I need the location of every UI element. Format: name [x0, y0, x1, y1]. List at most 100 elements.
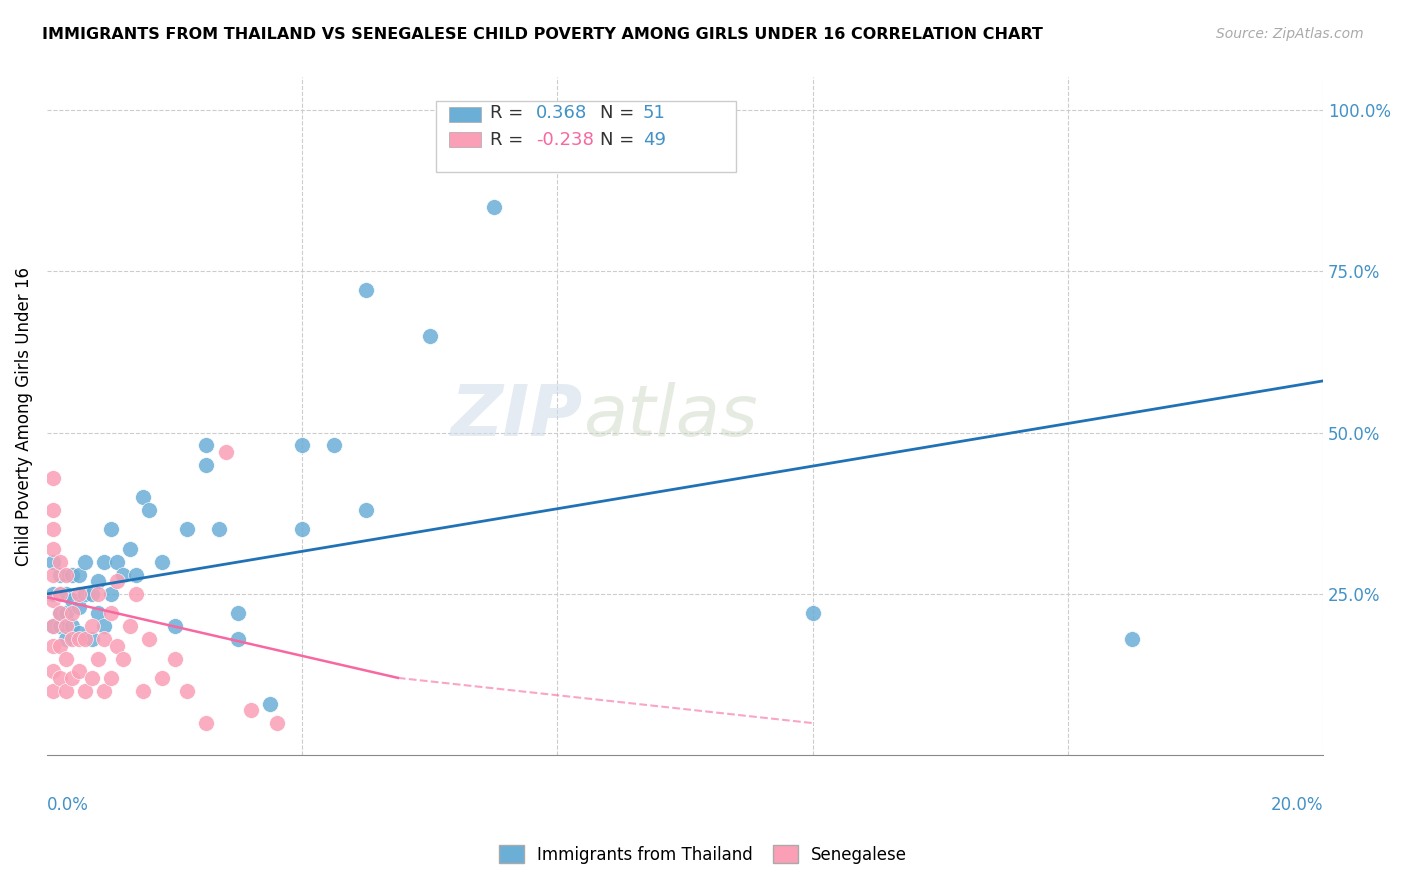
Point: [118, 541, 141, 556]
Point: [67, 625, 90, 640]
Text: R =: R =: [489, 131, 529, 149]
Point: [578, 103, 600, 117]
Point: [87, 574, 110, 588]
Point: [323, 438, 346, 452]
Point: [87, 607, 110, 621]
Point: [75, 683, 97, 698]
Point: [100, 607, 122, 621]
Point: [131, 490, 153, 504]
Point: [112, 567, 135, 582]
Point: [100, 522, 122, 536]
Text: 0.0%: 0.0%: [46, 796, 89, 814]
Point: [150, 671, 173, 685]
Text: N =: N =: [599, 104, 640, 122]
Point: [48, 671, 70, 685]
Point: [195, 716, 218, 731]
Point: [42, 567, 65, 582]
Point: [67, 587, 90, 601]
Point: [93, 632, 115, 647]
Point: [55, 567, 77, 582]
Point: [801, 607, 824, 621]
Point: [228, 632, 250, 647]
Text: R =: R =: [489, 104, 529, 122]
Point: [42, 522, 65, 536]
Point: [291, 438, 314, 452]
Text: 51: 51: [643, 104, 666, 122]
Point: [42, 471, 65, 485]
Point: [48, 607, 70, 621]
Point: [176, 522, 198, 536]
Legend: Immigrants from Thailand, Senegalese: Immigrants from Thailand, Senegalese: [492, 838, 914, 871]
Point: [48, 567, 70, 582]
Point: [42, 665, 65, 679]
Point: [42, 541, 65, 556]
Text: Source: ZipAtlas.com: Source: ZipAtlas.com: [1216, 27, 1364, 41]
Point: [131, 683, 153, 698]
Point: [105, 639, 128, 653]
Point: [118, 619, 141, 633]
Point: [80, 619, 103, 633]
Text: 20.0%: 20.0%: [1271, 796, 1323, 814]
Point: [163, 619, 186, 633]
Point: [214, 445, 236, 459]
Point: [80, 671, 103, 685]
Point: [48, 555, 70, 569]
Point: [42, 619, 65, 633]
Text: 0.368: 0.368: [536, 104, 586, 122]
Text: -0.238: -0.238: [536, 131, 593, 149]
Point: [93, 555, 115, 569]
Point: [208, 522, 231, 536]
Point: [42, 683, 65, 698]
Point: [195, 438, 218, 452]
Point: [80, 632, 103, 647]
FancyBboxPatch shape: [449, 132, 481, 147]
Point: [125, 567, 148, 582]
Point: [48, 639, 70, 653]
Point: [42, 587, 65, 601]
Point: [67, 567, 90, 582]
FancyBboxPatch shape: [436, 101, 737, 172]
Point: [62, 567, 84, 582]
Point: [42, 639, 65, 653]
Point: [75, 587, 97, 601]
Point: [354, 284, 377, 298]
Point: [62, 671, 84, 685]
Point: [42, 503, 65, 517]
Point: [62, 632, 84, 647]
Text: IMMIGRANTS FROM THAILAND VS SENEGALESE CHILD POVERTY AMONG GIRLS UNDER 16 CORREL: IMMIGRANTS FROM THAILAND VS SENEGALESE C…: [42, 27, 1043, 42]
Point: [112, 651, 135, 665]
Point: [482, 200, 505, 214]
Point: [228, 607, 250, 621]
Point: [55, 683, 77, 698]
Point: [75, 632, 97, 647]
Point: [62, 619, 84, 633]
Text: N =: N =: [599, 131, 640, 149]
Point: [48, 587, 70, 601]
Point: [67, 665, 90, 679]
Point: [150, 555, 173, 569]
FancyBboxPatch shape: [449, 106, 481, 121]
Point: [55, 619, 77, 633]
Point: [42, 619, 65, 633]
Point: [125, 587, 148, 601]
Point: [93, 683, 115, 698]
Y-axis label: Child Poverty Among Girls Under 16: Child Poverty Among Girls Under 16: [15, 267, 32, 566]
Point: [55, 587, 77, 601]
Point: [354, 503, 377, 517]
Point: [195, 458, 218, 472]
Point: [163, 651, 186, 665]
Point: [42, 593, 65, 607]
Point: [291, 522, 314, 536]
Point: [1121, 632, 1143, 647]
Point: [55, 632, 77, 647]
Point: [42, 555, 65, 569]
Point: [67, 632, 90, 647]
Point: [105, 555, 128, 569]
Point: [100, 587, 122, 601]
Text: ZIP: ZIP: [451, 382, 583, 450]
Point: [55, 651, 77, 665]
Text: 49: 49: [643, 131, 666, 149]
Point: [419, 328, 441, 343]
Point: [138, 503, 160, 517]
Point: [48, 607, 70, 621]
